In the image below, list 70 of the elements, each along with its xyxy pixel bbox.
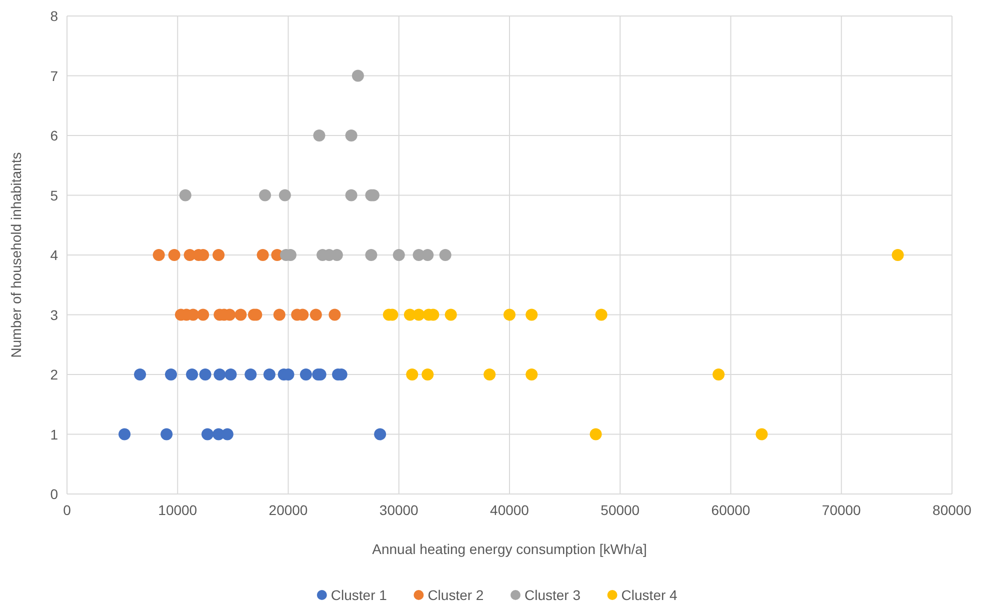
point [244, 368, 257, 380]
x-tick-label: 70000 [822, 502, 862, 518]
point [352, 70, 364, 82]
point [310, 308, 322, 321]
point [595, 308, 608, 321]
point [152, 249, 165, 261]
point [422, 249, 434, 261]
point [504, 308, 516, 321]
point [313, 130, 326, 142]
point [168, 249, 180, 261]
point [892, 249, 904, 261]
point [345, 189, 358, 202]
point [278, 189, 291, 202]
point [712, 368, 725, 380]
point [160, 428, 173, 440]
y-tick-label: 8 [50, 8, 58, 24]
point [444, 308, 457, 321]
point [374, 428, 386, 440]
point [234, 308, 247, 321]
y-tick-label: 4 [50, 247, 58, 263]
point [406, 368, 418, 380]
y-tick-label: 2 [50, 366, 58, 382]
y-tick-label: 3 [50, 306, 58, 323]
point [484, 368, 496, 380]
point [201, 428, 214, 440]
y-tick-label: 0 [50, 486, 58, 502]
point [134, 368, 146, 380]
x-axis-title: Annual heating energy consumption [kWh/a] [372, 541, 647, 557]
point [422, 368, 434, 380]
point [439, 249, 452, 261]
point [590, 428, 602, 440]
y-tick-label: 5 [50, 187, 58, 204]
point [214, 368, 226, 380]
x-tick-label: 50000 [600, 502, 640, 518]
point [212, 249, 225, 261]
point [256, 249, 269, 261]
point [179, 189, 192, 202]
legend-label: Cluster 1 [330, 587, 388, 603]
point [328, 308, 341, 321]
legend-label: Cluster 2 [428, 587, 484, 603]
legend-label: Cluster 3 [524, 587, 581, 603]
point [197, 308, 210, 321]
point [412, 308, 425, 321]
point [259, 189, 272, 202]
point [526, 368, 538, 380]
x-tick-label: 80000 [932, 502, 972, 518]
y-tick-label: 6 [50, 128, 58, 144]
point [345, 130, 358, 142]
x-tick-label: 10000 [158, 502, 198, 518]
x-tick-label: 30000 [379, 502, 419, 518]
point [263, 368, 276, 380]
y-axis-title: Number of household inhabitants [8, 152, 24, 358]
point [300, 368, 312, 380]
point [756, 428, 768, 440]
point [392, 249, 405, 261]
x-tick-label: 0 [63, 502, 72, 518]
point [273, 308, 286, 321]
legend-label: Cluster 4 [621, 587, 678, 603]
point [164, 368, 177, 380]
x-tick-label: 60000 [711, 502, 750, 518]
point [526, 308, 538, 321]
point [118, 428, 131, 440]
x-tick-label: 20000 [268, 502, 308, 518]
point [199, 368, 212, 380]
x-tick-label: 40000 [490, 502, 530, 518]
y-tick-label: 1 [50, 426, 58, 442]
point [186, 368, 198, 380]
point [365, 249, 378, 261]
point [224, 368, 237, 380]
y-tick-label: 7 [50, 68, 58, 84]
